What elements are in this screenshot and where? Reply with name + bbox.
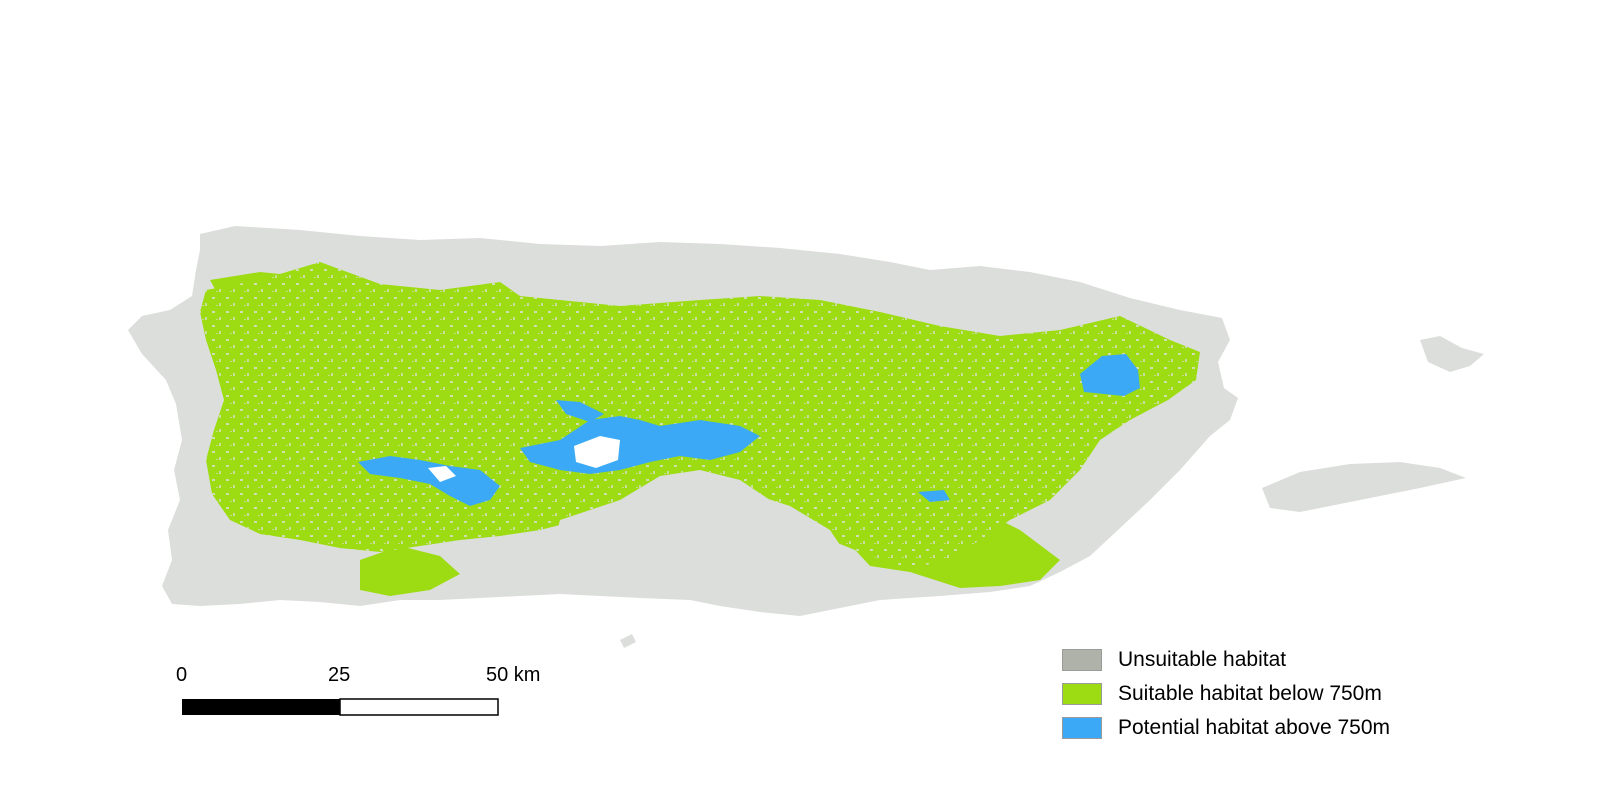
legend-swatch-unsuitable xyxy=(1062,649,1102,671)
vieques-island xyxy=(1262,462,1466,512)
scale-tick-0: 0 xyxy=(176,664,188,686)
legend-item: Unsuitable habitat xyxy=(1062,643,1390,677)
potential-habitat-central xyxy=(358,456,500,506)
potential-habitat-northeast xyxy=(1080,354,1140,396)
legend-item: Potential habitat above 750m xyxy=(1062,711,1390,745)
small-islet xyxy=(620,634,636,648)
legend-item: Suitable habitat below 750m xyxy=(1062,677,1390,711)
culebra-island xyxy=(1420,336,1484,372)
legend-label: Potential habitat above 750m xyxy=(1118,716,1391,739)
legend-swatch-potential xyxy=(1062,717,1102,739)
map-legend: Unsuitable habitat Suitable habitat belo… xyxy=(1062,643,1390,745)
map-gap xyxy=(574,436,620,468)
south-coastal-plain xyxy=(550,486,850,604)
map-gap xyxy=(428,466,456,482)
legend-swatch-suitable xyxy=(1062,683,1102,705)
suitable-habitat-southwest xyxy=(360,546,460,596)
scale-tick-25: 25 xyxy=(328,664,351,686)
scale-tick-50: 50 km xyxy=(486,664,541,686)
potential-habitat-spur xyxy=(556,400,604,422)
legend-label: Unsuitable habitat xyxy=(1118,648,1287,671)
potential-habitat-southeast xyxy=(918,490,950,502)
legend-label: Suitable habitat below 750m xyxy=(1118,682,1382,705)
